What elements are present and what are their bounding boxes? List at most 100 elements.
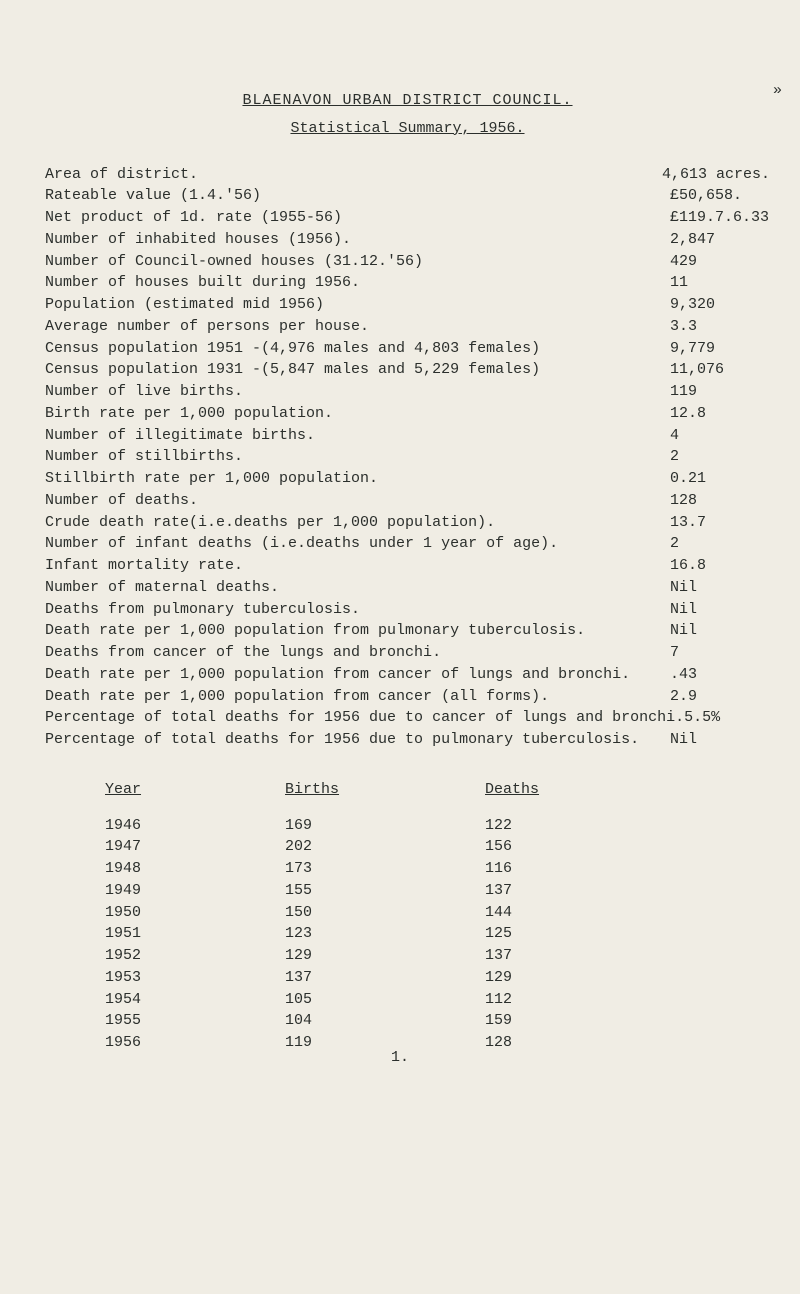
stats-value: 2.9 bbox=[670, 686, 770, 708]
stats-value: 2,847 bbox=[670, 229, 770, 251]
table-row: 1955104159 bbox=[45, 1010, 770, 1032]
cell-births: 137 bbox=[285, 967, 485, 989]
col-deaths: Deaths bbox=[485, 781, 539, 798]
stats-label: Stillbirth rate per 1,000 population. bbox=[45, 468, 670, 490]
stats-row: Net product of 1d. rate (1955-56)£119.7.… bbox=[45, 207, 770, 229]
stats-label: Number of Council-owned houses (31.12.'5… bbox=[45, 251, 670, 273]
stats-value: Nil bbox=[670, 620, 770, 642]
stats-label: Birth rate per 1,000 population. bbox=[45, 403, 670, 425]
table-row: 1949155137 bbox=[45, 880, 770, 902]
cell-year: 1949 bbox=[45, 880, 285, 902]
stats-label: Crude death rate(i.e.deaths per 1,000 po… bbox=[45, 512, 670, 534]
cell-year: 1955 bbox=[45, 1010, 285, 1032]
cell-deaths: 137 bbox=[485, 880, 685, 902]
stats-row: Rateable value (1.4.'56)£50,658. bbox=[45, 185, 770, 207]
stats-value: 13.7 bbox=[670, 512, 770, 534]
stats-row: Number of deaths.128 bbox=[45, 490, 770, 512]
cell-deaths: 144 bbox=[485, 902, 685, 924]
cell-births: 123 bbox=[285, 923, 485, 945]
cell-deaths: 122 bbox=[485, 815, 685, 837]
cell-year: 1954 bbox=[45, 989, 285, 1011]
stats-value: 11 bbox=[670, 272, 770, 294]
stats-label: Death rate per 1,000 population from can… bbox=[45, 686, 670, 708]
cell-year: 1952 bbox=[45, 945, 285, 967]
cell-year: 1947 bbox=[45, 836, 285, 858]
stats-label: Area of district. bbox=[45, 164, 662, 186]
stats-value: 4,613 acres. bbox=[662, 164, 770, 186]
stats-row: Number of live births.119 bbox=[45, 381, 770, 403]
stats-label: Number of infant deaths (i.e.deaths unde… bbox=[45, 533, 670, 555]
stats-row: Infant mortality rate.16.8 bbox=[45, 555, 770, 577]
margin-mark: » bbox=[773, 80, 782, 102]
cell-deaths: 125 bbox=[485, 923, 685, 945]
cell-births: 173 bbox=[285, 858, 485, 880]
stats-value: 0.21 bbox=[670, 468, 770, 490]
stats-row: Area of district.4,613 acres. bbox=[45, 164, 770, 186]
stats-row: Percentage of total deaths for 1956 due … bbox=[45, 729, 770, 751]
stats-label: Number of houses built during 1956. bbox=[45, 272, 670, 294]
cell-deaths: 116 bbox=[485, 858, 685, 880]
cell-year: 1951 bbox=[45, 923, 285, 945]
stats-row: Crude death rate(i.e.deaths per 1,000 po… bbox=[45, 512, 770, 534]
stats-label: Percentage of total deaths for 1956 due … bbox=[45, 707, 684, 729]
stats-label: Net product of 1d. rate (1955-56) bbox=[45, 207, 670, 229]
cell-births: 169 bbox=[285, 815, 485, 837]
stats-row: Stillbirth rate per 1,000 population.0.2… bbox=[45, 468, 770, 490]
cell-year: 1950 bbox=[45, 902, 285, 924]
stats-value: 9,779 bbox=[670, 338, 770, 360]
stats-label: Death rate per 1,000 population from can… bbox=[45, 664, 670, 686]
stats-value: 11,076 bbox=[670, 359, 770, 381]
stats-label: Census population 1951 -(4,976 males and… bbox=[45, 338, 670, 360]
stats-row: Census population 1931 -(5,847 males and… bbox=[45, 359, 770, 381]
stats-label: Deaths from cancer of the lungs and bron… bbox=[45, 642, 670, 664]
table-row: 1954105112 bbox=[45, 989, 770, 1011]
stats-value: 9,320 bbox=[670, 294, 770, 316]
table-row: 1951123125 bbox=[45, 923, 770, 945]
cell-births: 119 bbox=[285, 1032, 485, 1054]
stats-label: Percentage of total deaths for 1956 due … bbox=[45, 729, 670, 751]
births-deaths-table: Year Births Deaths 194616912219472021561… bbox=[45, 779, 770, 1054]
cell-births: 129 bbox=[285, 945, 485, 967]
table-row: 1953137129 bbox=[45, 967, 770, 989]
cell-year: 1948 bbox=[45, 858, 285, 880]
stats-value: 12.8 bbox=[670, 403, 770, 425]
table-row: 1950150144 bbox=[45, 902, 770, 924]
stats-value: 3.3 bbox=[670, 316, 770, 338]
col-year: Year bbox=[105, 781, 141, 798]
cell-deaths: 112 bbox=[485, 989, 685, 1011]
cell-year: 1953 bbox=[45, 967, 285, 989]
cell-deaths: 128 bbox=[485, 1032, 685, 1054]
page-number: 1. bbox=[391, 1047, 409, 1069]
cell-births: 202 bbox=[285, 836, 485, 858]
stats-value: 2 bbox=[670, 533, 770, 555]
stats-value: .43 bbox=[670, 664, 770, 686]
stats-row: Number of stillbirths.2 bbox=[45, 446, 770, 468]
stats-value: Nil bbox=[670, 599, 770, 621]
stats-value: Nil bbox=[670, 577, 770, 599]
stats-row: Population (estimated mid 1956)9,320 bbox=[45, 294, 770, 316]
stats-value: 2 bbox=[670, 446, 770, 468]
cell-year: 1946 bbox=[45, 815, 285, 837]
stats-label: Deaths from pulmonary tuberculosis. bbox=[45, 599, 670, 621]
stats-row: Census population 1951 -(4,976 males and… bbox=[45, 338, 770, 360]
stats-value: 429 bbox=[670, 251, 770, 273]
table-row: 1952129137 bbox=[45, 945, 770, 967]
col-births: Births bbox=[285, 781, 339, 798]
stats-label: Death rate per 1,000 population from pul… bbox=[45, 620, 670, 642]
stats-label: Number of illegitimate births. bbox=[45, 425, 670, 447]
cell-year: 1956 bbox=[45, 1032, 285, 1054]
stats-label: Rateable value (1.4.'56) bbox=[45, 185, 670, 207]
table-header: Year Births Deaths bbox=[45, 779, 770, 801]
cell-deaths: 156 bbox=[485, 836, 685, 858]
stats-row: Deaths from cancer of the lungs and bron… bbox=[45, 642, 770, 664]
stats-row: Average number of persons per house.3.3 bbox=[45, 316, 770, 338]
stats-row: Number of illegitimate births.4 bbox=[45, 425, 770, 447]
stats-row: Death rate per 1,000 population from can… bbox=[45, 686, 770, 708]
stats-row: Number of Council-owned houses (31.12.'5… bbox=[45, 251, 770, 273]
stats-label: Number of live births. bbox=[45, 381, 670, 403]
stats-label: Number of maternal deaths. bbox=[45, 577, 670, 599]
table-row: 1948173116 bbox=[45, 858, 770, 880]
stats-value: 7 bbox=[670, 642, 770, 664]
stats-label: Average number of persons per house. bbox=[45, 316, 670, 338]
cell-births: 155 bbox=[285, 880, 485, 902]
